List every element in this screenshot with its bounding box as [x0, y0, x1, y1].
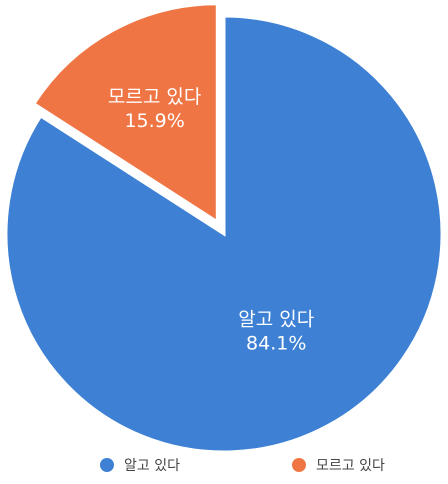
- legend-label-aware: 알고 있다: [124, 458, 180, 474]
- legend-marker-aware: [100, 458, 114, 472]
- slice-aware[interactable]: [4, 14, 444, 454]
- legend-label-unaware: 모르고 있다: [316, 458, 385, 474]
- slice-label-unaware-name: 모르고 있다: [108, 86, 201, 108]
- legend: 알고 있다 모르고 있다: [0, 452, 448, 478]
- slice-label-aware-name: 알고 있다: [238, 309, 314, 331]
- slice-label-unaware-value: 15.9%: [124, 110, 184, 132]
- legend-item-unaware[interactable]: 모르고 있다: [292, 452, 385, 478]
- slice-unaware[interactable]: [31, 2, 219, 225]
- legend-marker-unaware: [292, 458, 306, 472]
- slice-label-aware-value: 84.1%: [246, 333, 306, 355]
- legend-item-aware[interactable]: 알고 있다: [100, 452, 180, 478]
